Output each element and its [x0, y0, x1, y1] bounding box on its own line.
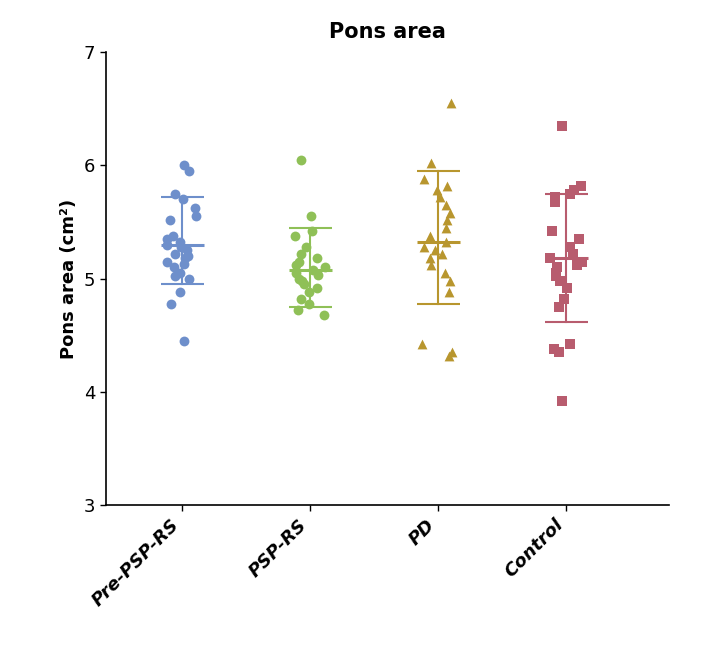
Point	[562, 283, 573, 293]
Point	[291, 268, 302, 278]
Point	[439, 268, 450, 278]
Point	[572, 260, 583, 270]
Point	[565, 340, 576, 350]
Point	[161, 257, 172, 267]
Point	[296, 275, 308, 286]
Point	[554, 275, 565, 286]
Point	[311, 253, 322, 263]
Point	[426, 158, 437, 168]
Point	[431, 185, 442, 195]
Point	[549, 343, 560, 354]
Point	[577, 257, 588, 267]
Point	[440, 237, 451, 248]
Point	[444, 275, 455, 286]
Point	[296, 154, 307, 165]
Point	[175, 237, 186, 248]
Point	[441, 222, 452, 233]
Point	[429, 245, 441, 255]
Point	[441, 180, 453, 191]
Point	[564, 242, 575, 252]
Point	[295, 294, 306, 304]
Title: Pons area: Pons area	[329, 22, 446, 42]
Point	[180, 253, 191, 263]
Point	[311, 283, 322, 293]
Point	[190, 203, 201, 213]
Point	[444, 207, 455, 218]
Point	[179, 259, 190, 269]
Point	[182, 251, 194, 261]
Point	[418, 242, 429, 252]
Point	[178, 160, 189, 170]
Point	[551, 262, 562, 272]
Point	[298, 279, 309, 290]
Point	[556, 396, 567, 406]
Point	[569, 185, 580, 195]
Point	[440, 200, 451, 210]
Point	[289, 230, 301, 240]
Point	[443, 287, 454, 297]
Point	[549, 196, 560, 207]
Point	[551, 271, 562, 281]
Point	[303, 287, 315, 297]
Point	[546, 226, 558, 236]
Point	[425, 253, 436, 263]
Point	[178, 336, 189, 346]
Point	[162, 234, 173, 244]
Point	[291, 260, 302, 270]
Point	[175, 287, 186, 297]
Point	[174, 268, 185, 278]
Point	[549, 192, 560, 202]
Point	[445, 98, 456, 108]
Point	[307, 264, 318, 275]
Point	[306, 226, 318, 236]
Point	[419, 174, 430, 184]
Point	[165, 298, 177, 309]
Point	[312, 270, 323, 281]
Point	[558, 294, 570, 304]
Point	[436, 248, 448, 259]
Point	[161, 239, 172, 249]
Point	[169, 262, 180, 272]
Point	[447, 347, 458, 358]
Point	[190, 211, 201, 222]
Point	[573, 234, 584, 244]
Point	[170, 189, 181, 199]
Point	[434, 192, 446, 202]
Point	[320, 262, 331, 272]
Point	[567, 248, 579, 259]
Y-axis label: Pons area (cm²): Pons area (cm²)	[60, 198, 78, 359]
Point	[170, 271, 181, 281]
Point	[306, 211, 317, 222]
Point	[303, 298, 314, 309]
Point	[294, 273, 305, 284]
Point	[170, 248, 181, 259]
Point	[183, 273, 194, 284]
Point	[319, 310, 330, 320]
Point	[164, 214, 175, 225]
Point	[554, 302, 565, 312]
Point	[545, 253, 556, 263]
Point	[182, 245, 193, 255]
Point	[551, 268, 562, 278]
Point	[425, 230, 436, 240]
Point	[294, 257, 305, 267]
Point	[557, 121, 568, 131]
Point	[177, 194, 189, 204]
Point	[175, 242, 187, 252]
Point	[443, 351, 454, 361]
Point	[292, 305, 303, 316]
Point	[296, 248, 307, 259]
Point	[184, 166, 195, 176]
Point	[554, 347, 565, 358]
Point	[167, 230, 178, 240]
Point	[564, 189, 575, 199]
Point	[576, 180, 587, 191]
Point	[441, 214, 453, 225]
Point	[426, 260, 437, 270]
Point	[300, 242, 311, 252]
Point	[416, 340, 427, 350]
